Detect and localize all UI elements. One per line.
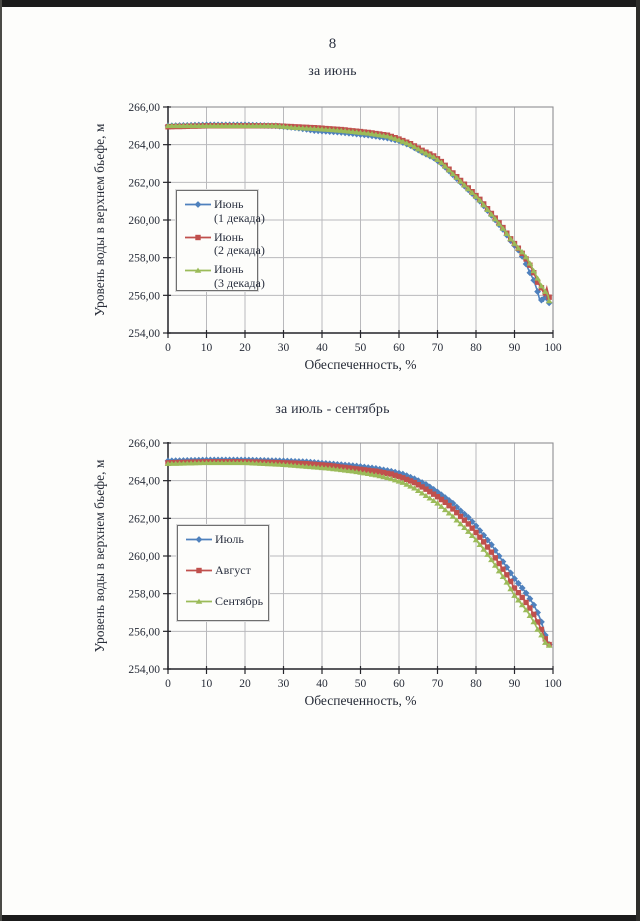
x-tick-label: 20	[239, 678, 251, 690]
diamond-marker-icon	[185, 201, 211, 209]
page-number: 8	[328, 36, 337, 52]
x-tick-label: 100	[544, 342, 562, 354]
triangle-marker-icon	[186, 598, 212, 604]
y-tick-label: 266,00	[128, 102, 160, 114]
square-marker-icon	[186, 567, 212, 574]
june-chart-legend: Июнь (1 декада) Июнь (2 декада) Июнь (3 декад…	[176, 190, 265, 291]
x-tick-label: 40	[316, 678, 328, 690]
y-tick-label: 264,00	[128, 140, 160, 152]
x-tick-label: 20	[239, 342, 251, 354]
legend-label: Июнь	[214, 197, 244, 211]
june-water-level-chart: 266,00 264,00 262,00 260,00 258,00 256,00 254,…	[92, 102, 562, 372]
x-tick-label: 90	[509, 678, 521, 690]
y-tick-label: 260,00	[128, 551, 160, 563]
x-tick-label: 30	[278, 678, 290, 690]
y-tick-label: 262,00	[128, 177, 160, 189]
x-tick-label: 90	[509, 342, 521, 354]
y-axis-title: Уровень воды в верхнем бьефе, м	[92, 459, 107, 652]
legend-label: Июнь	[214, 229, 244, 244]
y-tick-label: 256,00	[128, 626, 160, 638]
x-tick-label: 0	[165, 678, 171, 690]
legend-item: Июнь (2 декада)	[184, 229, 265, 259]
x-tick-label: 80	[470, 342, 482, 354]
legend-label: Август	[215, 562, 251, 577]
legend-label-line2: (2 декада)	[214, 243, 265, 258]
x-tick-label: 50	[355, 678, 367, 690]
y-tick-label: 262,00	[128, 513, 160, 525]
legend-label: Июль	[215, 532, 244, 546]
x-tick-label: 60	[393, 678, 405, 690]
y-tick-label: 256,00	[128, 290, 160, 302]
series-Сентябрь	[164, 459, 553, 648]
legend-label: Сентябрь	[215, 593, 264, 608]
y-tick-label: 258,00	[128, 253, 160, 265]
legend-item: Сентябрь	[185, 593, 264, 609]
x-tick-label: 80	[470, 678, 482, 690]
x-axis-title: Обеспеченность, %	[304, 357, 416, 372]
legend-label-line2: (3 декада)	[214, 275, 265, 290]
x-tick-label: 10	[201, 342, 213, 354]
july-september-chart-legend: Июль Август Сентябрь	[177, 525, 269, 621]
axes: 266,00 264,00 262,00 260,00 258,00 256,00 254,…	[128, 102, 562, 354]
scan-border-right	[636, 0, 640, 921]
x-tick-label: 30	[278, 342, 290, 354]
x-tick-label: 70	[432, 678, 444, 690]
scan-border-bottom	[0, 915, 640, 921]
x-tick-label: 10	[201, 678, 213, 690]
axes: 266,00 264,00 262,00 260,00 258,00 256,00 254,…	[128, 438, 562, 690]
y-tick-label: 254,00	[128, 664, 160, 676]
chart-title-june: за июнь	[308, 64, 357, 79]
y-tick-label: 258,00	[128, 589, 160, 601]
scan-border-left	[0, 0, 2, 921]
legend-label-line2: (1 декада)	[214, 210, 265, 225]
series-Июнь (3 декада)	[164, 122, 553, 304]
square-marker-icon	[185, 234, 211, 241]
x-tick-label: 0	[165, 342, 171, 354]
x-tick-label: 40	[316, 342, 328, 354]
triangle-marker-icon	[185, 267, 211, 273]
legend-item: Июнь (3 декада)	[184, 262, 265, 291]
x-tick-label: 50	[355, 342, 367, 354]
x-tick-label: 60	[393, 342, 405, 354]
legend-item: Июнь (1 декада)	[184, 197, 265, 226]
x-tick-label: 100	[544, 678, 562, 690]
july-september-water-level-chart: 266,00 264,00 262,00 260,00 258,00 256,00 254,…	[92, 438, 562, 708]
y-tick-label: 254,00	[128, 328, 160, 340]
chart-title-july-september: за июль - сентябрь	[275, 402, 390, 417]
legend-label: Июнь	[214, 262, 244, 277]
legend-item: Август	[185, 562, 264, 578]
diamond-marker-icon	[186, 536, 212, 544]
y-tick-label: 266,00	[128, 438, 160, 450]
legend-item: Июль	[185, 532, 264, 547]
y-tick-label: 264,00	[128, 476, 160, 488]
x-tick-label: 70	[432, 342, 444, 354]
scan-border-top	[0, 0, 640, 7]
y-tick-label: 260,00	[128, 215, 160, 227]
x-axis-title: Обеспеченность, %	[304, 693, 416, 708]
y-axis-title: Уровень воды в верхнем бьефе, м	[92, 123, 107, 316]
